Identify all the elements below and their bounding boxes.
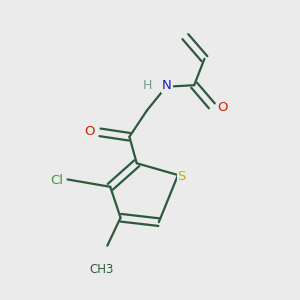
Text: O: O	[84, 125, 94, 138]
Text: Cl: Cl	[50, 174, 63, 188]
Text: O: O	[217, 100, 228, 113]
Text: N: N	[162, 79, 172, 92]
Text: H: H	[143, 79, 152, 92]
Text: CH3: CH3	[89, 263, 114, 276]
Text: S: S	[178, 170, 186, 183]
